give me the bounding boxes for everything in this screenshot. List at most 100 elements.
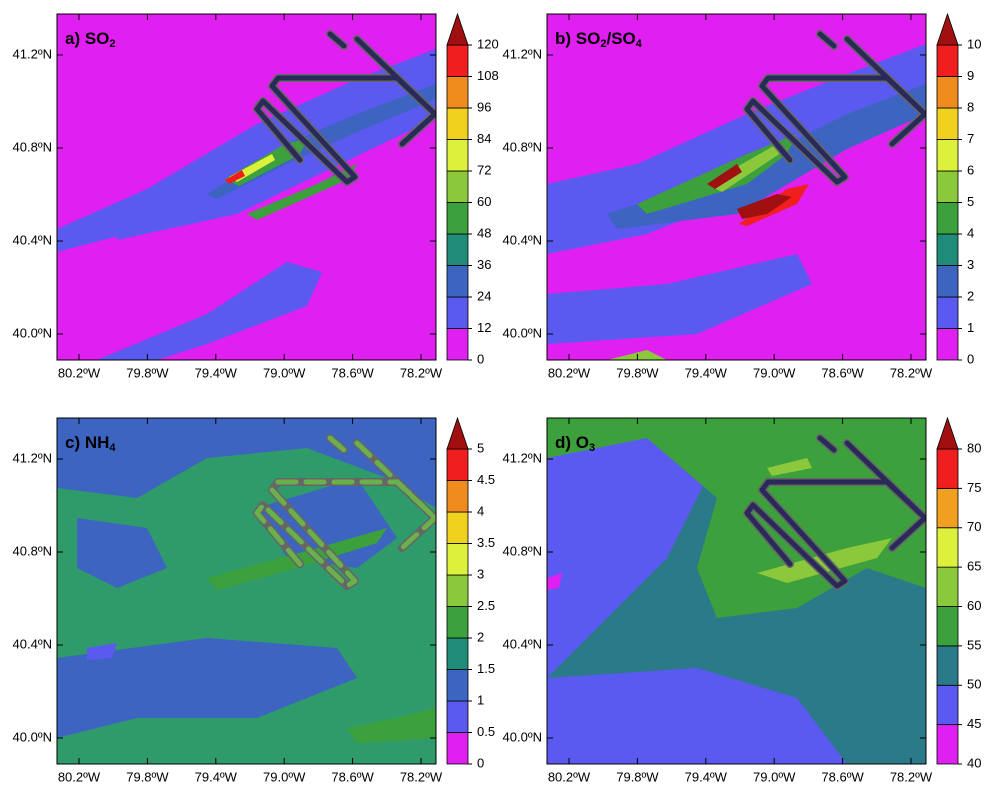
colorbar-box [446,700,469,733]
colorbar-label: 1 [967,320,974,335]
panel-title: d) O3 [555,433,595,453]
title-subscript: 4 [636,38,643,50]
map-field [547,418,926,764]
title-subscript: 2 [600,38,606,50]
latitude-label: 41.2ºN [503,46,542,61]
colorbar-label: 80 [967,440,981,455]
colorbar-label: 8 [967,99,974,114]
colorbar-label: 60 [477,194,491,209]
colorbar-box [936,296,959,329]
longitude-label: 80.2ºW [548,769,591,784]
colorbar-label: 108 [477,68,499,83]
contour-region [767,458,812,476]
map-panel: b) SO2/SO441.2ºN40.8ºN40.4ºN40.0ºN80.2ºW… [503,12,981,380]
colorbar-box [936,233,959,266]
longitude-label: 78.2ºW [400,769,443,784]
colorbar-box [446,44,469,77]
map-panel: d) O3 41.2ºN 40.8ºN 40.4ºN 40.0ºN 80.2ºW 79.8º… [503,416,981,784]
map-field [57,418,436,764]
map-frame [56,13,437,361]
map-field [57,14,436,360]
colorbar-label: 3 [967,257,974,272]
colorbar-box [446,328,469,361]
latitude-label: 40.0ºN [503,729,542,744]
longitude-label: 78.6ºW [331,365,374,380]
colorbar-label: 0 [477,351,484,366]
longitude-label: 79.8ºW [616,365,659,380]
colorbar-box [936,724,959,765]
flight-track [744,31,926,185]
colorbar-label: 36 [477,257,491,272]
colorbar-box [446,637,469,670]
contour-region [707,164,742,189]
contour-region [547,573,562,590]
colorbar-extension [936,12,959,46]
longitude-label: 79.8ºW [616,769,659,784]
panel-title: a) SO2 [65,29,116,49]
contour-region [547,44,926,254]
contour-region [77,518,167,588]
colorbar-extension [936,416,959,450]
colorbar-box [936,606,959,647]
colorbar-label: 12 [477,320,491,335]
latitude-label: 41.2ºN [13,46,52,61]
colorbar-label: 3.5 [477,535,495,550]
longitude-label: 79.8ºW [126,769,169,784]
title-subscript: 4 [109,442,116,454]
colorbar-box [446,574,469,607]
latitude-label: 40.4ºN [503,636,542,651]
contour-region [547,418,707,678]
colorbar-box [446,296,469,329]
map-panel: a) SO2 41.2ºN 40.8ºN 40.4ºN 40.0ºN 80.2ºW 79.8… [13,12,499,380]
longitude-label: 79.4ºW [195,365,238,380]
colorbar-box [936,107,959,140]
colorbar-box [936,44,959,77]
map-frame [546,13,927,361]
longitude-label: 79.4ºW [685,365,728,380]
colorbar-label: 1.5 [477,661,495,676]
colorbar-label: 84 [477,131,491,146]
colorbar-box [936,328,959,361]
flight-track [744,435,926,589]
flight-track [254,435,436,589]
colorbar-box [446,511,469,544]
longitude-label: 79.0ºW [263,365,306,380]
contour-region [87,643,117,660]
colorbar-box [446,448,469,481]
colorbar-box [936,76,959,109]
contour-region [637,134,797,214]
colorbar-label: 96 [477,99,491,114]
colorbar-label: 4 [477,503,484,518]
latitude-label: 40.0ºN [13,325,52,340]
latitude-label: 40.8ºN [503,543,542,558]
latitude-label: 41.2ºN [503,450,542,465]
colorbar-box [446,139,469,172]
longitude-label: 79.8ºW [126,365,169,380]
colorbar-label: 9 [967,68,974,83]
colorbar-box [446,233,469,266]
title-text: b) SO [555,29,600,48]
colorbar-box [446,265,469,298]
colorbar-label: 1 [477,692,484,707]
colorbar-box [936,202,959,235]
colorbar-label: 55 [967,637,981,652]
latitude-label: 40.4ºN [503,232,542,247]
map-frame [56,417,437,765]
longitude-label: 78.6ºW [821,365,864,380]
colorbar-label: 4 [967,225,974,240]
colorbar-label: 120 [477,36,499,51]
longitude-label: 79.4ºW [195,769,238,784]
title-text: /SO [606,29,635,48]
colorbar-label: 75 [967,480,981,495]
colorbar-extension [446,416,469,450]
contour-region [97,262,322,360]
colorbar-label: 48 [477,225,491,240]
latitude-label: 40.8ºN [13,139,52,154]
longitude-label: 78.6ºW [821,769,864,784]
colorbar-label: 0 [477,755,484,770]
latitude-label: 40.8ºN [13,543,52,558]
colorbar-label: 10 [967,36,981,51]
contour-region [225,170,245,184]
longitude-label: 78.6ºW [331,769,374,784]
map-frame [546,417,927,765]
